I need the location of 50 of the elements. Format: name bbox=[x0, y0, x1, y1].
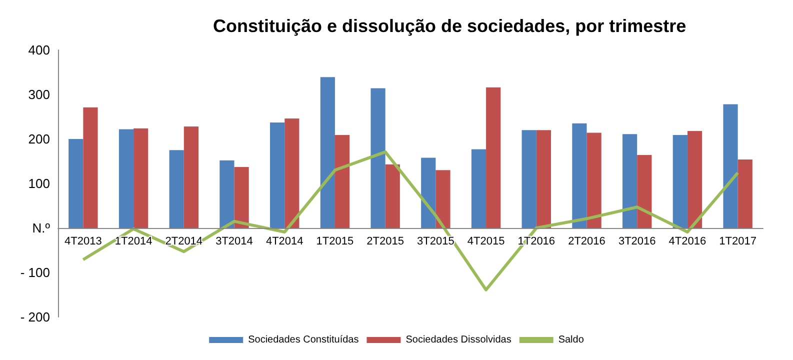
y-tick-label: 400 bbox=[28, 42, 50, 58]
bar bbox=[622, 134, 638, 228]
legend-label: Sociedades Dissolvidas bbox=[406, 334, 512, 346]
bar bbox=[83, 107, 98, 228]
bar bbox=[471, 149, 486, 228]
bar bbox=[334, 134, 350, 228]
bar bbox=[522, 130, 536, 228]
bar bbox=[118, 129, 134, 228]
bar bbox=[723, 104, 738, 228]
bar bbox=[586, 132, 602, 228]
legend-label: Sociedades Constituídas bbox=[248, 334, 359, 346]
x-tick-label: 4T2016 bbox=[668, 236, 706, 248]
bar bbox=[134, 128, 148, 228]
bar bbox=[234, 167, 249, 228]
bar bbox=[687, 130, 702, 228]
bar bbox=[486, 87, 501, 228]
bar bbox=[738, 159, 752, 228]
bar bbox=[284, 118, 300, 228]
bar bbox=[536, 130, 551, 228]
x-tick-label: 4T2015 bbox=[467, 236, 505, 248]
bar bbox=[385, 164, 400, 228]
y-tick-label: 300 bbox=[28, 87, 50, 102]
x-tick-label: 1T2014 bbox=[114, 236, 152, 248]
y-tick-label: 100 bbox=[28, 176, 50, 191]
bar bbox=[169, 150, 184, 228]
x-tick-label: 3T2016 bbox=[618, 236, 656, 248]
x-tick-label: 4T2014 bbox=[266, 236, 304, 248]
legend-label: Saldo bbox=[558, 334, 584, 346]
x-tick-label: 2T2015 bbox=[366, 236, 404, 248]
y-tick-label: N.º bbox=[32, 220, 50, 236]
y-tick-label: 200 bbox=[28, 132, 50, 146]
x-tick-label: 2T2016 bbox=[568, 236, 606, 248]
x-tick-label: 1T2015 bbox=[316, 236, 354, 248]
bar bbox=[572, 123, 587, 228]
chart-title: Constituição e dissolução de sociedades, por trimestre bbox=[213, 16, 686, 36]
y-tick-label: - 100 bbox=[20, 265, 50, 280]
bar bbox=[421, 158, 436, 228]
bar bbox=[436, 170, 450, 228]
x-tick-label: 4T2013 bbox=[64, 236, 102, 248]
bar bbox=[637, 155, 652, 228]
bar bbox=[672, 134, 688, 228]
bar bbox=[370, 88, 386, 228]
bar bbox=[68, 139, 84, 228]
x-tick-label: 3T2014 bbox=[216, 236, 253, 248]
x-tick-label: 1T2017 bbox=[719, 236, 756, 248]
y-tick-label: - 200 bbox=[20, 310, 50, 324]
bar bbox=[184, 126, 198, 228]
bar bbox=[270, 122, 285, 228]
bar bbox=[220, 160, 234, 228]
bar bbox=[320, 77, 335, 228]
